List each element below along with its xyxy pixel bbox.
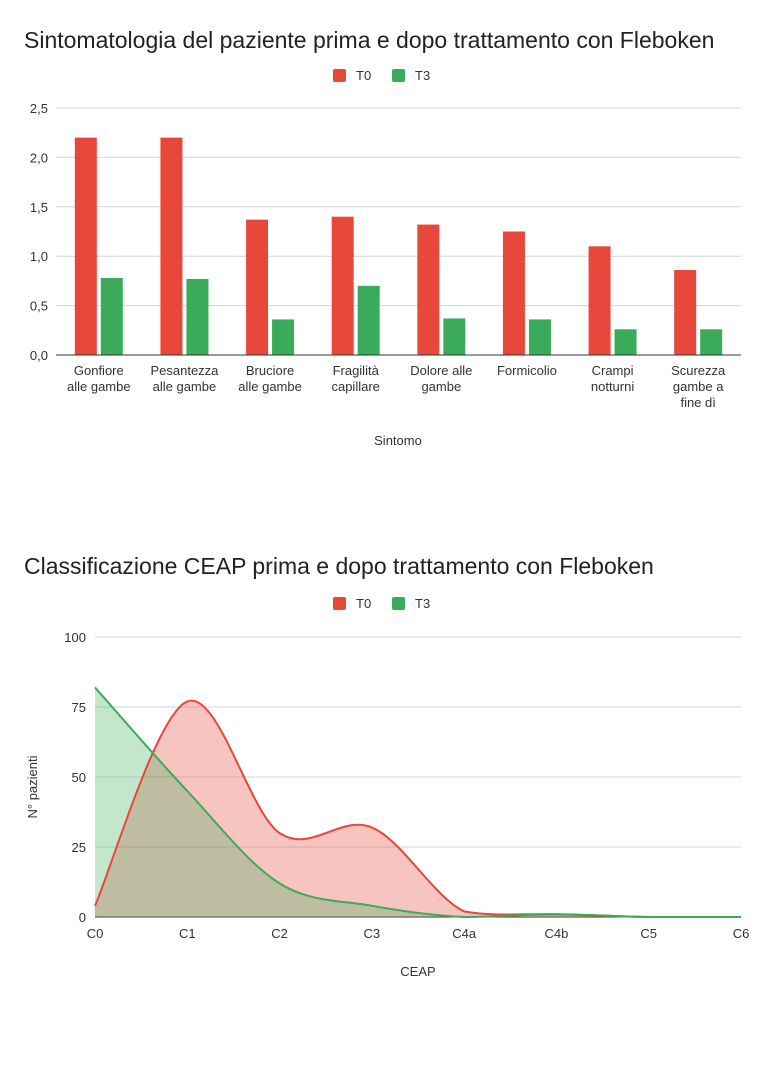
area-chart-ceap: Classificazione CEAP prima e dopo tratta… — [24, 553, 750, 979]
x-category-label: C4b — [544, 926, 568, 941]
bar-t0 — [417, 224, 440, 355]
y-axis-title: N° pazienti — [25, 755, 40, 818]
x-axis-title: Sintomo — [374, 433, 422, 448]
legend: T0 T3 — [333, 68, 430, 83]
x-category-label: Pesantezza alle gambe — [150, 363, 219, 394]
legend-swatch-t0 — [333, 597, 346, 610]
legend-swatch-t3 — [392, 69, 405, 82]
x-category-label: C1 — [179, 926, 196, 941]
y-tick-label: 75 — [72, 700, 86, 715]
x-category-label: C2 — [271, 926, 288, 941]
legend-swatch-t0 — [333, 69, 346, 82]
y-tick-label: 1,5 — [30, 200, 48, 215]
y-tick-label: 0,0 — [30, 348, 48, 363]
y-axis-ticks: 0 25 50 75 100 — [64, 630, 86, 925]
bar-t3 — [272, 319, 295, 355]
y-tick-label: 0,5 — [30, 299, 48, 314]
series-line-t3 — [94, 686, 741, 919]
bar-t3 — [700, 329, 723, 355]
y-tick-label: 50 — [72, 770, 86, 785]
x-category-label: Dolore alle gambe — [410, 363, 472, 394]
areas — [94, 686, 741, 919]
y-tick-label: 25 — [72, 840, 86, 855]
bar-t0 — [588, 246, 611, 355]
legend-swatch-t3 — [392, 597, 405, 610]
y-tick-label: 2,5 — [30, 101, 48, 116]
x-axis-categories: C0 C1 C2 C3 C4a C4b C5 C6 — [87, 926, 750, 941]
area-fill-t3 — [95, 687, 741, 917]
y-tick-label: 1,0 — [30, 249, 48, 264]
x-axis-categories: Gonfiore alle gambe Pesantezza alle gambe Br… — [67, 363, 726, 410]
gridlines — [56, 107, 741, 307]
x-category-label: C3 — [364, 926, 381, 941]
y-axis-ticks: 0,0 0,5 1,0 1,5 2,0 2,5 — [30, 101, 48, 363]
bar-t3 — [100, 277, 123, 355]
legend: T0 T3 — [333, 596, 430, 611]
y-tick-label: 0 — [79, 910, 86, 925]
x-category-label: Gonfiore alle gambe — [67, 363, 131, 394]
x-category-label: C4a — [452, 926, 477, 941]
bar-t0 — [246, 219, 269, 355]
bar-chart-symptoms: Sintomatologia del paziente prima e dopo… — [24, 27, 741, 448]
bar-t0 — [160, 137, 183, 355]
x-category-label: C6 — [733, 926, 750, 941]
legend-label-t3: T3 — [415, 68, 430, 83]
gridlines — [95, 636, 741, 918]
bar-t3 — [186, 278, 209, 355]
y-tick-label: 100 — [64, 630, 86, 645]
x-axis-title: CEAP — [400, 964, 435, 979]
legend-label-t0: T0 — [356, 68, 371, 83]
bars — [74, 137, 723, 355]
legend-label-t0: T0 — [356, 596, 371, 611]
bar-t0 — [74, 137, 97, 355]
bar-t3 — [614, 329, 637, 355]
legend-label-t3: T3 — [415, 596, 430, 611]
bar-t0 — [674, 270, 697, 355]
x-category-label: Formicolio — [497, 363, 557, 378]
x-category-label: C0 — [87, 926, 104, 941]
chart-title: Sintomatologia del paziente prima e dopo… — [24, 27, 714, 53]
bar-t0 — [331, 216, 354, 355]
x-category-label: Bruciore alle gambe — [238, 363, 302, 394]
bar-t0 — [502, 231, 525, 355]
bar-t3 — [357, 285, 380, 355]
chart-title: Classificazione CEAP prima e dopo tratta… — [24, 553, 654, 579]
x-category-label: Crampi notturni — [591, 363, 634, 394]
x-category-label: Fragilità capillare — [331, 363, 379, 394]
area-fill-t0 — [95, 700, 741, 917]
x-category-label: Scurezza gambe a fine dì — [671, 363, 726, 410]
y-tick-label: 2,0 — [30, 150, 48, 165]
bar-t3 — [528, 319, 551, 355]
bar-t3 — [443, 318, 466, 355]
x-category-label: C5 — [640, 926, 657, 941]
